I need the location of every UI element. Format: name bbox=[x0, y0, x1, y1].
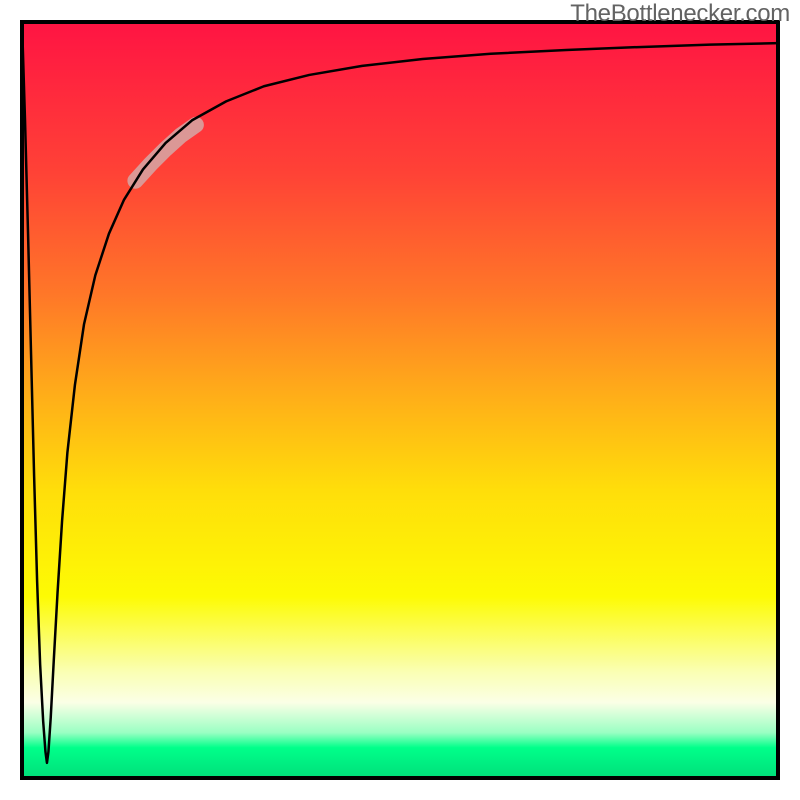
chart-svg bbox=[0, 0, 800, 800]
chart-container: TheBottlenecker.com bbox=[0, 0, 800, 800]
watermark-text: TheBottlenecker.com bbox=[570, 0, 790, 28]
plot-background bbox=[22, 22, 778, 778]
